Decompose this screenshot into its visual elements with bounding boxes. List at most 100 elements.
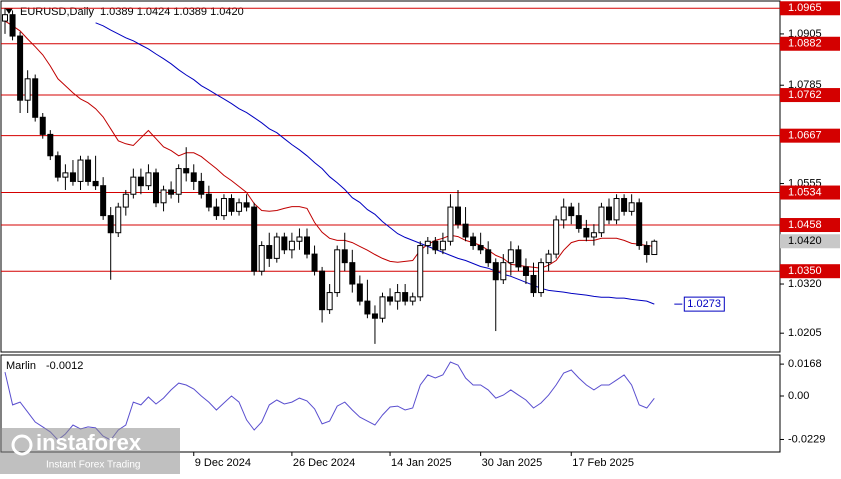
level-label: 1.0458 xyxy=(788,219,822,231)
y-tick-label: 0.0168 xyxy=(788,358,822,370)
candle-body xyxy=(349,262,356,285)
candle-body xyxy=(538,262,545,294)
candle-body xyxy=(522,266,529,276)
candle-body xyxy=(326,292,333,311)
candle-body xyxy=(341,249,348,264)
y-tick-label: -0.0229 xyxy=(788,433,825,445)
candle-body xyxy=(2,14,8,22)
candle-body xyxy=(32,78,39,118)
menu-triangle xyxy=(5,8,13,14)
level-box xyxy=(780,88,840,103)
candle-body xyxy=(137,176,144,187)
candle-body xyxy=(462,223,469,238)
candle-body xyxy=(621,198,628,212)
candle-body xyxy=(160,189,167,204)
candle-body xyxy=(651,240,658,256)
candle-body xyxy=(115,206,122,234)
x-tick-label: 30 Jan 2025 xyxy=(482,457,543,469)
candle-body xyxy=(568,206,575,217)
candle-body xyxy=(122,193,129,208)
level-box xyxy=(780,128,840,143)
watermark: instaforex Instant Forex Trading xyxy=(0,428,180,474)
candle-body xyxy=(447,206,454,242)
watermark-logo xyxy=(11,434,33,456)
candle-body xyxy=(281,236,288,251)
candle-body xyxy=(606,206,612,221)
candle-body xyxy=(545,253,552,264)
level-label: 1.0534 xyxy=(788,186,822,198)
candle-body xyxy=(236,202,243,212)
candle-body xyxy=(628,202,635,212)
candle-body xyxy=(92,180,99,187)
candle-body xyxy=(175,168,182,195)
x-tick-label: 14 Jan 2025 xyxy=(391,457,452,469)
candle-body xyxy=(455,206,461,225)
candle-body xyxy=(220,198,227,217)
candle-body xyxy=(319,270,326,311)
main-panel-frame xyxy=(0,0,781,353)
current-price-box xyxy=(780,234,840,249)
candle-body xyxy=(62,172,69,178)
y-tick-label: 1.0320 xyxy=(788,278,822,290)
oscillator-value: -0.0012 xyxy=(46,360,83,372)
x-tick-label: 26 Dec 2024 xyxy=(293,457,355,469)
level-box xyxy=(780,218,840,233)
candle-body xyxy=(100,185,107,217)
candle-body xyxy=(485,249,492,264)
watermark-brand: instaforex xyxy=(36,430,142,455)
candle-body xyxy=(54,155,61,178)
candle-body xyxy=(553,219,560,255)
candle-body xyxy=(183,168,190,174)
candle-body xyxy=(228,198,235,212)
candle-body xyxy=(251,206,258,272)
candle-body xyxy=(288,240,295,251)
candle-body xyxy=(394,292,401,302)
ohlc-header: 1.0389 1.0424 1.0389 1.0420 xyxy=(100,6,244,18)
candle-body xyxy=(590,232,597,238)
candle-body xyxy=(69,172,76,182)
candle-body xyxy=(643,245,650,256)
candle-body xyxy=(85,159,92,182)
candle-body xyxy=(417,245,424,298)
oscillator-name: Marlin xyxy=(6,360,36,372)
ma-label-box xyxy=(683,296,725,312)
candle-body xyxy=(409,296,416,302)
candle-body xyxy=(500,262,507,281)
candle-body xyxy=(530,274,537,294)
candle-body xyxy=(130,176,137,195)
level-label: 1.0882 xyxy=(788,38,822,50)
level-label: 1.0350 xyxy=(788,265,822,277)
candle-body xyxy=(9,14,16,37)
level-box xyxy=(780,264,840,279)
candle-body xyxy=(507,249,514,264)
level-label: 1.0762 xyxy=(788,89,822,101)
candle-body xyxy=(439,240,446,251)
candle-body xyxy=(560,206,567,221)
level-label: 1.0667 xyxy=(788,130,822,142)
x-tick-label: 17 Feb 2025 xyxy=(572,457,634,469)
candle-body xyxy=(334,249,341,294)
candle-body xyxy=(432,240,439,251)
candle-body xyxy=(470,236,477,247)
y-tick-label: 1.0205 xyxy=(788,327,822,339)
candle-body xyxy=(153,172,159,204)
candle-body xyxy=(598,206,605,234)
candle-body xyxy=(198,180,205,195)
candle-body xyxy=(424,240,431,247)
candle-body xyxy=(379,296,386,319)
level-box xyxy=(780,36,840,51)
candle-body xyxy=(613,198,620,221)
moving-average-line xyxy=(4,20,655,269)
candle-body xyxy=(205,193,212,208)
candle-body xyxy=(145,172,152,187)
candle-body xyxy=(47,133,54,157)
candle-body xyxy=(371,313,378,319)
candle-body xyxy=(311,253,318,272)
candle-body xyxy=(190,172,197,182)
candle-body xyxy=(636,202,643,247)
candle-body xyxy=(213,206,220,217)
level-label: 1.0965 xyxy=(788,2,822,14)
candle-body xyxy=(243,202,250,208)
